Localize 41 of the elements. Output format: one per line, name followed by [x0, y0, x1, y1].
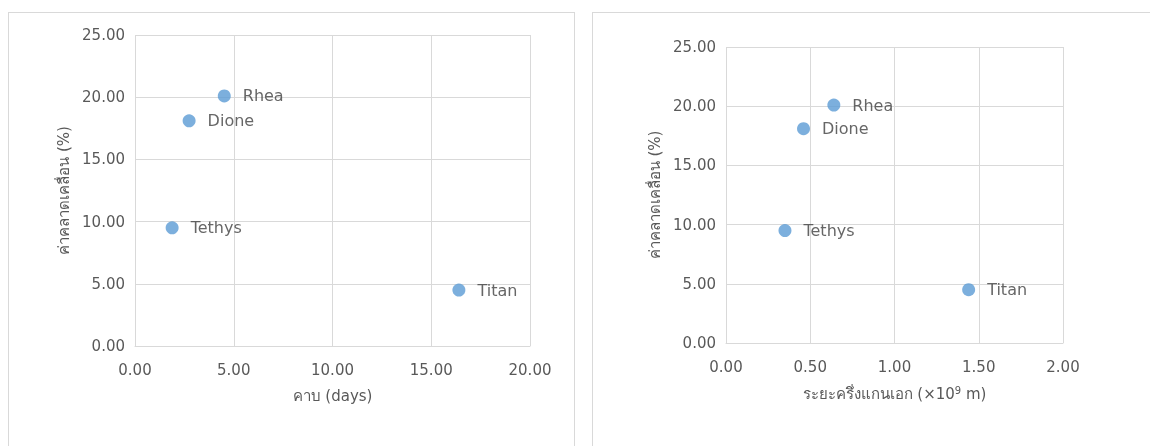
y-axis-title: ค่าคลาดเคลื่อน (%)	[643, 130, 664, 260]
x-tick-label: 0.00	[709, 357, 743, 376]
data-label: Rhea	[242, 86, 284, 106]
data-label: Dione	[822, 119, 869, 139]
point	[182, 114, 196, 128]
x-tick-label: 1.50	[962, 357, 996, 376]
y-tick-label: 15.00	[82, 150, 125, 169]
y-tick-label: 25.00	[673, 38, 716, 56]
point	[778, 224, 792, 238]
y-tick-label: 5.00	[682, 274, 716, 293]
x-tick-label: 2.00	[1046, 357, 1080, 376]
point	[827, 98, 841, 112]
x-axis-title: คาบ (days)	[292, 386, 373, 405]
point	[962, 283, 976, 297]
y-tick-label: 5.00	[91, 274, 125, 293]
y-tick-label: 25.00	[82, 26, 125, 44]
x-tick-label: 5.00	[217, 360, 251, 379]
point	[452, 283, 466, 297]
y-tick-label: 0.00	[682, 334, 716, 352]
data-label: Titan	[476, 280, 518, 300]
y-tick-label: 20.00	[673, 97, 716, 116]
x-tick-label: 0.00	[118, 360, 152, 379]
x-tick-label: 20.00	[508, 360, 552, 379]
x-tick-label: 15.00	[409, 360, 453, 379]
data-label: Rhea	[852, 95, 894, 115]
data-label: Tethys	[189, 218, 242, 238]
y-tick-label: 0.00	[91, 337, 125, 355]
x-tick-label: 0.50	[793, 357, 827, 376]
y-tick-label: 10.00	[673, 215, 716, 234]
data-label: Titan	[986, 280, 1028, 300]
y-tick-label: 15.00	[673, 156, 716, 175]
x-tick-label: 10.00	[311, 360, 354, 379]
point	[165, 221, 179, 235]
x-tick-label: 1.00	[877, 357, 912, 376]
y-tick-label: 20.00	[82, 88, 125, 107]
data-label: Dione	[207, 111, 255, 131]
point	[217, 89, 231, 103]
y-axis-title: ค่าคลาดเคลื่อน (%)	[52, 126, 73, 255]
data-label: Tethys	[802, 221, 855, 241]
y-tick-label: 10.00	[82, 212, 125, 231]
point	[797, 122, 811, 136]
